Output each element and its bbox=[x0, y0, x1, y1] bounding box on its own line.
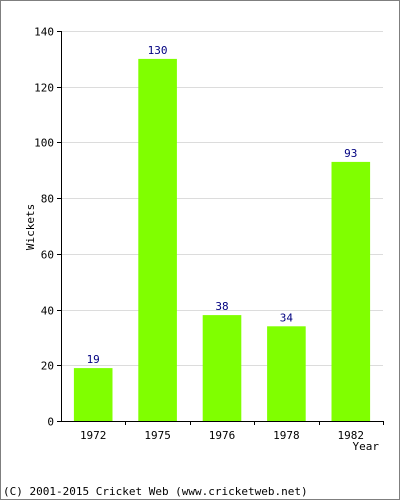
y-tick-label: 140 bbox=[34, 26, 54, 39]
y-tick-label: 100 bbox=[34, 137, 54, 150]
x-axis-label: Year bbox=[353, 440, 380, 453]
bar-1975 bbox=[138, 58, 177, 422]
grid-lines bbox=[61, 31, 383, 366]
y-tick-label: 20 bbox=[41, 360, 54, 373]
y-tick-label: 80 bbox=[41, 193, 54, 206]
x-tick-label-1972: 1972 bbox=[80, 429, 107, 442]
x-tick-label-1975: 1975 bbox=[144, 429, 171, 442]
bar-1976 bbox=[202, 315, 242, 421]
y-tick-label: 40 bbox=[41, 305, 54, 318]
value-label-1975: 130 bbox=[148, 44, 168, 57]
bar-1972 bbox=[73, 368, 113, 421]
value-label-1976: 38 bbox=[215, 300, 228, 313]
y-tick-label: 120 bbox=[34, 82, 54, 95]
y-tick-label: 60 bbox=[41, 249, 54, 262]
value-label-1972: 19 bbox=[87, 353, 100, 366]
x-tick-label-1978: 1978 bbox=[273, 429, 300, 442]
copyright-footer: (C) 2001-2015 Cricket Web (www.cricketwe… bbox=[3, 485, 308, 498]
value-label-1978: 34 bbox=[280, 311, 294, 324]
bar-1982 bbox=[331, 161, 371, 421]
x-tick-label-1982: 1982 bbox=[338, 429, 365, 442]
bars bbox=[73, 58, 371, 422]
bar-1978 bbox=[267, 326, 306, 421]
x-tick-label-1976: 1976 bbox=[209, 429, 236, 442]
axes bbox=[57, 31, 384, 425]
value-label-1982: 93 bbox=[344, 147, 357, 160]
y-tick-label: 0 bbox=[47, 416, 54, 429]
y-axis-label: Wickets bbox=[24, 204, 37, 250]
labels: 0 20 40 60 80 100 120 140 19 1972 130 1975 38 1976 34 1… bbox=[34, 26, 364, 443]
